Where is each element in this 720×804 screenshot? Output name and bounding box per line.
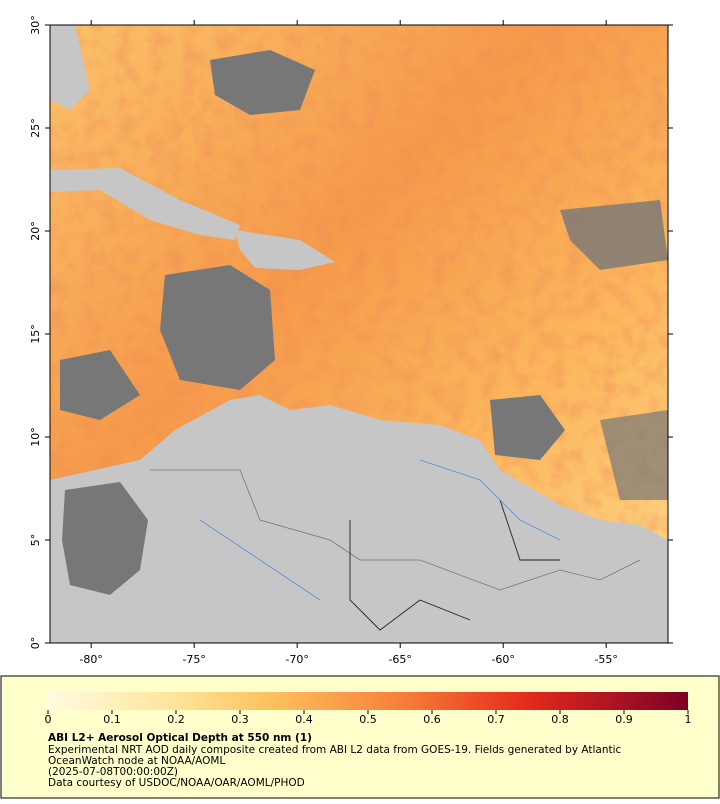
lat-tick-label: 30° — [29, 15, 42, 35]
colorbar-tick-label: 1 — [685, 713, 692, 726]
caption-line: Experimental NRT AOD daily composite cre… — [48, 744, 622, 756]
lat-tick-label: 20° — [29, 221, 42, 241]
colorbar-tick-label: 0.3 — [231, 713, 249, 726]
caption-title: ABI L2+ Aerosol Optical Depth at 550 nm … — [48, 732, 312, 744]
caption-line: OceanWatch node at NOAA/AOML — [48, 755, 225, 767]
lon-tick-label: -60° — [491, 653, 514, 666]
lat-tick-label: 25° — [29, 118, 42, 138]
lon-tick-label: -55° — [594, 653, 617, 666]
lon-tick-label: -70° — [285, 653, 308, 666]
colorbar-tick-label: 0.4 — [295, 713, 313, 726]
caption-line: Data courtesy of USDOC/NOAA/OAR/AOML/PHO… — [48, 777, 305, 789]
colorbar-tick-label: 0.6 — [423, 713, 441, 726]
lon-tick-label: -80° — [79, 653, 102, 666]
lat-tick-label: 10° — [29, 427, 42, 447]
colorbar-tick-label: 0 — [45, 713, 52, 726]
colorbar-tick-label: 0.9 — [615, 713, 633, 726]
lon-tick-label: -65° — [388, 653, 411, 666]
lat-tick-label: 0° — [29, 637, 42, 650]
colorbar-tick-label: 0.1 — [103, 713, 121, 726]
map — [50, 25, 668, 643]
lat-tick-label: 5° — [29, 534, 42, 547]
colorbar-tick-label: 0.7 — [487, 713, 505, 726]
caption-line: (2025-07-08T00:00:00Z) — [48, 766, 178, 778]
colorbar-tick-label: 0.2 — [167, 713, 185, 726]
colorbar-tick-label: 0.8 — [551, 713, 569, 726]
colorbar-tick-label: 0.5 — [359, 713, 377, 726]
lat-tick-label: 15° — [29, 324, 42, 344]
lon-tick-label: -75° — [182, 653, 205, 666]
colorbar — [48, 692, 688, 710]
